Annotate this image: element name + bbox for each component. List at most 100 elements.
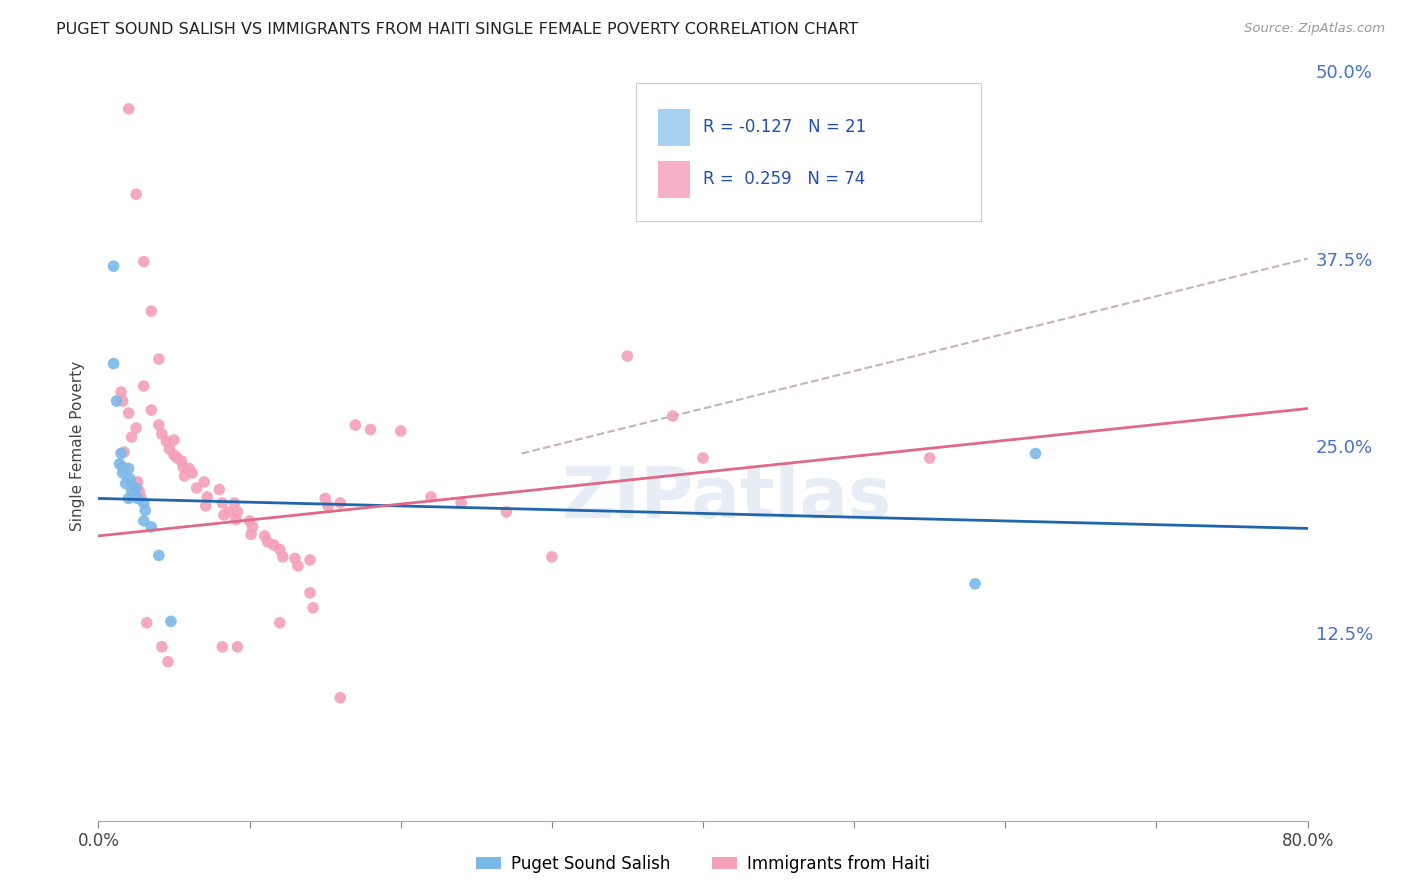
Point — [134, 503, 156, 517]
FancyBboxPatch shape — [637, 83, 981, 221]
Point — [186, 481, 208, 495]
Point — [965, 577, 987, 591]
Point — [156, 655, 179, 669]
Point — [224, 496, 246, 510]
Point — [111, 460, 134, 475]
Point — [121, 483, 143, 498]
Point — [172, 460, 194, 475]
Point — [450, 496, 472, 510]
Point — [616, 349, 638, 363]
Point — [105, 394, 128, 409]
Text: PUGET SOUND SALISH VS IMMIGRANTS FROM HAITI SINGLE FEMALE POVERTY CORRELATION CH: PUGET SOUND SALISH VS IMMIGRANTS FROM HA… — [56, 22, 859, 37]
Point — [271, 549, 294, 564]
Point — [155, 434, 177, 449]
Point — [253, 529, 276, 543]
Text: R = -0.127   N = 21: R = -0.127 N = 21 — [703, 118, 866, 136]
Point — [148, 417, 170, 432]
Point — [118, 406, 141, 420]
Point — [226, 640, 249, 654]
Point — [299, 586, 322, 600]
Point — [225, 512, 247, 526]
Text: ZIPatlas: ZIPatlas — [562, 464, 893, 533]
Point — [226, 505, 249, 519]
Point — [127, 491, 149, 506]
Point — [211, 640, 233, 654]
Point — [135, 615, 157, 630]
Point — [141, 520, 163, 534]
Point — [159, 442, 181, 456]
Text: Source: ZipAtlas.com: Source: ZipAtlas.com — [1244, 22, 1385, 36]
Point — [103, 259, 125, 273]
Point — [284, 551, 307, 566]
Point — [148, 549, 170, 563]
Point — [212, 508, 235, 522]
FancyBboxPatch shape — [658, 109, 690, 145]
Point — [263, 538, 285, 552]
Point — [125, 421, 148, 435]
Point — [181, 466, 204, 480]
Legend: Puget Sound Salish, Immigrants from Haiti: Puget Sound Salish, Immigrants from Hait… — [470, 848, 936, 880]
Point — [141, 304, 163, 318]
Point — [150, 640, 173, 654]
Point — [110, 385, 132, 400]
Point — [240, 527, 263, 541]
Point — [132, 379, 155, 393]
Point — [269, 542, 291, 557]
Point — [256, 535, 278, 549]
Point — [163, 448, 186, 462]
Point — [179, 461, 201, 475]
Point — [389, 424, 412, 438]
Point — [173, 469, 195, 483]
Point — [495, 505, 517, 519]
Point — [918, 450, 941, 465]
Point — [329, 690, 352, 705]
Point — [121, 430, 143, 444]
Point — [166, 450, 188, 465]
Point — [118, 102, 141, 116]
Point — [193, 475, 215, 489]
Point — [242, 520, 264, 534]
Point — [129, 490, 152, 504]
Point — [132, 496, 155, 510]
Point — [148, 352, 170, 367]
Point — [170, 454, 193, 468]
Point — [269, 615, 291, 630]
Point — [302, 600, 325, 615]
Point — [132, 514, 155, 528]
Point — [125, 481, 148, 495]
Point — [329, 496, 352, 510]
Point — [111, 466, 134, 480]
Point — [239, 514, 262, 528]
Point — [420, 490, 443, 504]
Point — [112, 445, 135, 459]
Point — [120, 472, 142, 486]
Point — [314, 491, 336, 506]
Point — [118, 461, 141, 475]
Point — [127, 475, 149, 489]
Point — [1024, 446, 1046, 460]
Point — [118, 491, 141, 506]
Point — [661, 409, 683, 423]
Point — [287, 558, 309, 573]
Point — [111, 394, 134, 409]
Point — [114, 476, 136, 491]
Point — [195, 490, 218, 504]
Point — [141, 403, 163, 417]
Point — [194, 499, 217, 513]
Point — [211, 496, 233, 510]
Point — [103, 357, 125, 371]
Text: R =  0.259   N = 74: R = 0.259 N = 74 — [703, 170, 865, 188]
Point — [132, 254, 155, 268]
Y-axis label: Single Female Poverty: Single Female Poverty — [69, 361, 84, 531]
Point — [299, 553, 322, 567]
Point — [217, 505, 239, 519]
Point — [110, 446, 132, 460]
Point — [360, 423, 382, 437]
Point — [163, 433, 186, 447]
Point — [316, 499, 339, 513]
Point — [160, 615, 183, 629]
Point — [125, 187, 148, 202]
Point — [108, 457, 131, 471]
Point — [540, 549, 562, 564]
FancyBboxPatch shape — [658, 161, 690, 198]
